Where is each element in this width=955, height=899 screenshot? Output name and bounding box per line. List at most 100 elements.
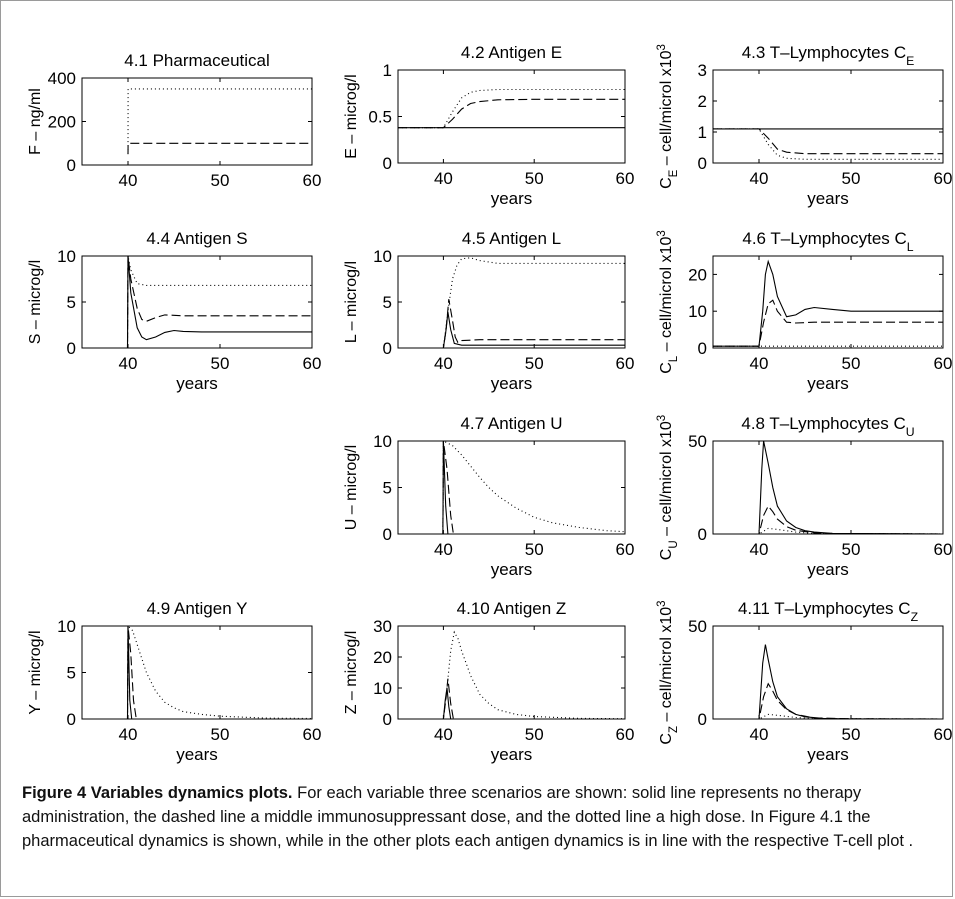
- panel-4-8: 40 50 60 0 50 4.8 T–Lymphocytes CU years CU – c…: [656, 414, 952, 579]
- plot-area: [397, 625, 626, 720]
- x-axis-label: years: [807, 189, 849, 208]
- x-tick-label: 60: [616, 169, 635, 188]
- x-axis-label: years: [491, 374, 533, 393]
- caption-title: Figure 4 Variables dynamics plots.: [22, 784, 293, 802]
- y-tick-label: 3: [698, 61, 707, 80]
- y-tick-label: 20: [688, 265, 707, 284]
- plot-area: [397, 440, 626, 535]
- x-tick-label: 50: [211, 354, 230, 373]
- y-tick-label: 10: [57, 617, 76, 636]
- x-tick-label: 50: [525, 725, 544, 744]
- panel-4-1: 40 50 60 0 200 400 4.1 Pharmaceutical F – ng/ml: [27, 51, 321, 190]
- series-dashed: [82, 625, 312, 720]
- series-solid: [713, 440, 944, 535]
- series-dashed: [398, 678, 625, 720]
- y-tick-label: 400: [48, 69, 76, 88]
- x-tick-label: 50: [842, 540, 861, 559]
- y-axis-label: CZ – cell/microl x103: [656, 600, 680, 744]
- chart-title: 4.4 Antigen S: [146, 229, 247, 248]
- panel-4-9: 40 50 60 0 5 10 4.9 Antigen Y years Y – microg/l: [27, 599, 321, 764]
- y-tick-label: 1: [383, 61, 392, 80]
- y-tick-label: 0: [67, 156, 76, 175]
- plot-area: [397, 255, 626, 349]
- series-solid: [398, 312, 625, 349]
- chart-title: 4.3 T–Lymphocytes CE: [742, 43, 915, 68]
- y-tick-label: 200: [48, 113, 76, 132]
- x-tick-label: 40: [119, 354, 138, 373]
- x-tick-label: 50: [842, 354, 861, 373]
- series-solid: [82, 255, 312, 349]
- plot-area: [81, 255, 313, 349]
- y-tick-label: 10: [373, 679, 392, 698]
- x-tick-label: 60: [934, 354, 953, 373]
- series-solid: [82, 625, 312, 720]
- y-tick-label: 0: [383, 710, 392, 729]
- plot-area: [712, 255, 944, 349]
- x-tick-label: 60: [934, 725, 953, 744]
- chart-title: 4.6 T–Lymphocytes CL: [742, 229, 913, 254]
- chart-title: 4.5 Antigen L: [462, 229, 561, 248]
- x-tick-label: 60: [616, 540, 635, 559]
- x-axis-label: years: [807, 374, 849, 393]
- x-tick-label: 60: [303, 725, 322, 744]
- x-axis-label: years: [807, 560, 849, 579]
- x-tick-label: 60: [934, 540, 953, 559]
- x-tick-label: 50: [211, 725, 230, 744]
- panel-4-11: 40 50 60 0 50 4.11 T–Lymphocytes CZ years CZ – …: [656, 599, 952, 764]
- x-axis-label: years: [176, 745, 218, 764]
- plot-area: [712, 69, 944, 164]
- series-dotted: [127, 88, 312, 155]
- series-dotted: [713, 527, 944, 535]
- series-dotted: [398, 440, 626, 535]
- series-dotted: [398, 257, 625, 349]
- chart-title: 4.2 Antigen E: [461, 43, 562, 62]
- y-axis-label: Y – microg/l: [27, 630, 44, 714]
- y-axis-label: Z – microg/l: [343, 631, 360, 715]
- x-tick-label: 40: [119, 171, 138, 190]
- y-tick-label: 0: [698, 710, 707, 729]
- y-tick-label: 10: [373, 247, 392, 266]
- y-tick-label: 30: [373, 617, 392, 636]
- y-tick-label: 10: [373, 432, 392, 451]
- plot-area: [712, 440, 944, 535]
- y-axis-label: F – ng/ml: [27, 88, 44, 155]
- panel-4-2: 40 50 60 0 0.5 1 4.2 Antigen E years E – microg/…: [343, 43, 634, 208]
- x-tick-label: 50: [525, 169, 544, 188]
- series-dashed: [398, 440, 625, 535]
- chart-title: 4.1 Pharmaceutical: [124, 51, 270, 70]
- x-tick-label: 50: [842, 725, 861, 744]
- y-tick-label: 0: [383, 154, 392, 173]
- y-axis-label: CE – cell/microl x103: [656, 44, 680, 189]
- x-tick-label: 40: [750, 169, 769, 188]
- y-tick-label: 0: [698, 525, 707, 544]
- series-solid: [398, 440, 625, 535]
- y-tick-label: 5: [383, 293, 392, 312]
- y-tick-label: 0: [67, 710, 76, 729]
- y-tick-label: 1: [698, 123, 707, 142]
- y-axis-label: CU – cell/microl x103: [656, 415, 680, 560]
- x-axis-label: years: [491, 189, 533, 208]
- panel-4-6: 40 50 60 0 10 20 4.6 T–Lymphocytes CL years CL –…: [656, 229, 952, 393]
- x-tick-label: 60: [616, 354, 635, 373]
- chart-title: 4.9 Antigen Y: [147, 599, 248, 618]
- panel-4-7: 40 50 60 0 5 10 4.7 Antigen U years U – microg/l: [343, 414, 634, 579]
- series-dashed: [82, 255, 312, 349]
- chart-title: 4.7 Antigen U: [460, 414, 562, 433]
- x-axis-label: years: [176, 374, 218, 393]
- x-tick-label: 40: [750, 354, 769, 373]
- plot-area: [397, 69, 626, 164]
- y-tick-label: 0: [383, 525, 392, 544]
- y-tick-label: 5: [67, 664, 76, 683]
- caption-body: For each variable three scenarios are sh…: [22, 784, 914, 850]
- y-tick-label: 10: [688, 302, 707, 321]
- panel-4-10: 40 50 60 0 10 20 30 4.10 Antigen Z years Z – micr…: [343, 599, 634, 764]
- plot-area: [81, 625, 313, 720]
- chart-title: 4.10 Antigen Z: [457, 599, 567, 618]
- series-dashed: [713, 505, 944, 535]
- series-dotted: [713, 713, 944, 720]
- series-dotted: [398, 88, 625, 129]
- y-tick-label: 10: [57, 247, 76, 266]
- chart-title: 4.8 T–Lymphocytes CU: [741, 414, 914, 439]
